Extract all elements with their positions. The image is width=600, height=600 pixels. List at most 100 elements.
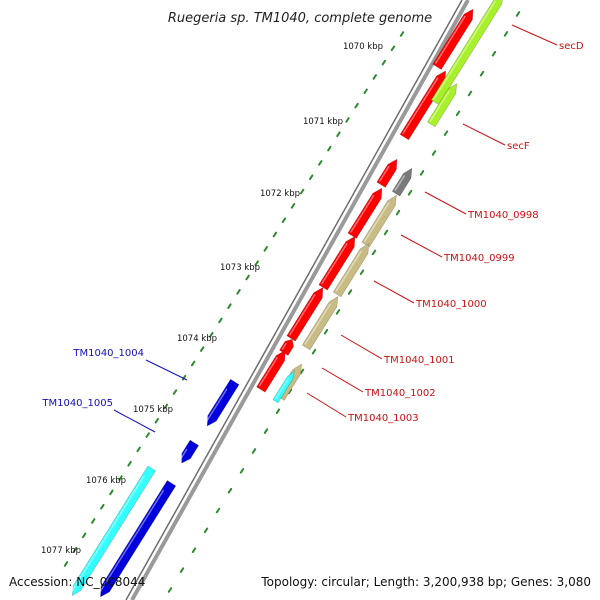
gene-label-secd: secD [559,41,584,52]
gene-secf-arrow-body [399,70,446,141]
outer-tick-dot-22 [263,246,268,252]
gene-1003-arrow-shine [258,356,278,387]
inner-tick-dot-29 [515,11,521,17]
outer-tick-dot-3 [91,518,96,524]
outer-tick-dot-33 [363,88,368,95]
gene-label-tm1040-0998: TM1040_0998 [467,210,539,221]
gene-1004-arrow-shine [205,388,228,424]
outer-tick-dot-29 [327,145,332,152]
gene-1004-arrow [205,378,240,427]
kbp-tick-labels: 1070 kbp 1071 kbp 1072 kbp 1073 kbp 1074 kbp… [41,42,383,556]
gene-1005-arrow-shine [179,448,188,461]
outer-tick-dot-1 [72,546,78,553]
outer-tick-dot-28 [318,160,323,166]
outer-tick-dot-10 [154,417,160,424]
outer-tick-dot-18 [227,303,232,309]
gene-1001-cog [301,295,339,351]
inner-tick-dot-1 [179,567,185,573]
outer-tick-dot-24 [281,217,287,224]
outer-tick-dot-35 [381,59,387,66]
gene-1003-cog-shine [275,378,290,400]
gene-1006-cog [70,465,156,597]
gene-1001-cog-shine [304,303,332,345]
outer-tick-dot-13 [181,374,187,381]
gene-1001-arrow-body [286,287,324,342]
outer-tick-dot-21 [254,260,259,266]
outer-tick-dot-6 [118,475,123,481]
gene-1000-arrow-body [318,236,356,291]
outer-tick-dot-26 [299,188,305,195]
gene-0998-cog-shine [394,175,406,192]
gene-0999-cog-shine [363,202,390,242]
outer-tick-dot-9 [145,432,150,438]
outer-tick-dot-36 [390,45,396,52]
gene-1001-arrow [286,287,324,342]
gene-label-tm1040-1004: TM1040_1004 [72,348,144,359]
gene-secd-arrow-body [432,8,474,70]
gene-label-tm1040-1000: TM1040_1000 [415,299,487,310]
outer-tick-dot-19 [236,289,241,295]
inner-tick-dot-22 [431,150,437,156]
gene-secd-arrow [432,8,474,70]
gene-0998-arrow-shine [378,165,390,182]
backbone-inner [125,0,463,600]
leader-line-4 [373,280,415,304]
inner-tick-dot-7 [251,448,257,454]
map-title: Ruegeria sp. TM1040, complete genome [168,11,432,26]
gene-1000-arrow-shine [320,243,348,285]
gene-1000-arrow [318,236,356,291]
gene-1000-cog-body [332,242,370,298]
inner-tick-dot-3 [203,527,209,534]
inner-tick-dot-25 [467,90,473,97]
gene-0998-cog-body [391,167,413,197]
inner-tick-dot-17 [371,249,377,256]
gene-secd-cog [430,0,504,106]
gene-label-tm1040-1003: TM1040_1003 [347,413,419,424]
gene-1002-arrow-body [279,338,294,356]
outer-tick-dot-5 [109,489,114,496]
leader-line-3 [400,234,443,258]
inner-tick-dot-13 [323,328,329,335]
gene-0998-arrow [376,158,398,188]
gene-0999-arrow-body [347,187,383,239]
gene-1003-cog [272,369,296,404]
gene-label-tm1040-1005: TM1040_1005 [41,398,113,409]
outer-tick-dot-30 [336,131,341,138]
gene-secf-cog-body [427,83,458,128]
gene-1001-cog-body [301,295,339,351]
gene-1006-arrow [98,480,177,598]
leader-line-9 [113,409,156,433]
gene-1003-arrow-body [256,349,286,393]
gene-1006-arrow-body [100,480,177,598]
gene-1000-cog-shine [335,250,363,292]
gene-1002-arrow-shine [281,342,287,350]
inner-tick-dot-12 [311,348,317,355]
gene-label-tm1040-0999: TM1040_0999 [443,253,515,264]
leader-line-5 [340,334,383,360]
outer-tick-dot-8 [136,446,141,453]
inner-tick-dot-4 [215,507,221,514]
leader-line-8 [145,359,188,381]
gene-1004-arrow-body [206,378,240,427]
gene-0998-arrow-body [376,158,398,188]
kbp-label-2: 1072 kbp [260,189,300,199]
outer-tick-dot-14 [190,360,196,367]
kbp-label-7: 1077 kbp [41,546,81,556]
gene-secd-arrow-shine [434,15,466,64]
backbone-highlight [137,0,475,600]
gene-0998-cog [391,167,413,197]
gene-1002-arrow [279,338,294,356]
outer-tick-dot-37 [399,31,405,37]
gene-secf-cog [427,83,458,128]
outer-tick-dot-34 [372,74,377,80]
outer-tick-dot-31 [345,117,350,123]
backbone-outer [130,0,470,600]
outer-tick-dot-16 [209,332,214,338]
gene-secf-arrow [399,70,446,141]
outer-tick-dot-23 [272,231,278,238]
outer-tick-dot-17 [218,317,223,324]
leader-line-6 [321,367,364,393]
kbp-label-3: 1073 kbp [220,263,260,273]
